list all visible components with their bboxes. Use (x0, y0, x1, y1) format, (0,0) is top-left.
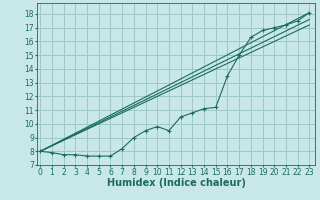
X-axis label: Humidex (Indice chaleur): Humidex (Indice chaleur) (107, 178, 245, 188)
